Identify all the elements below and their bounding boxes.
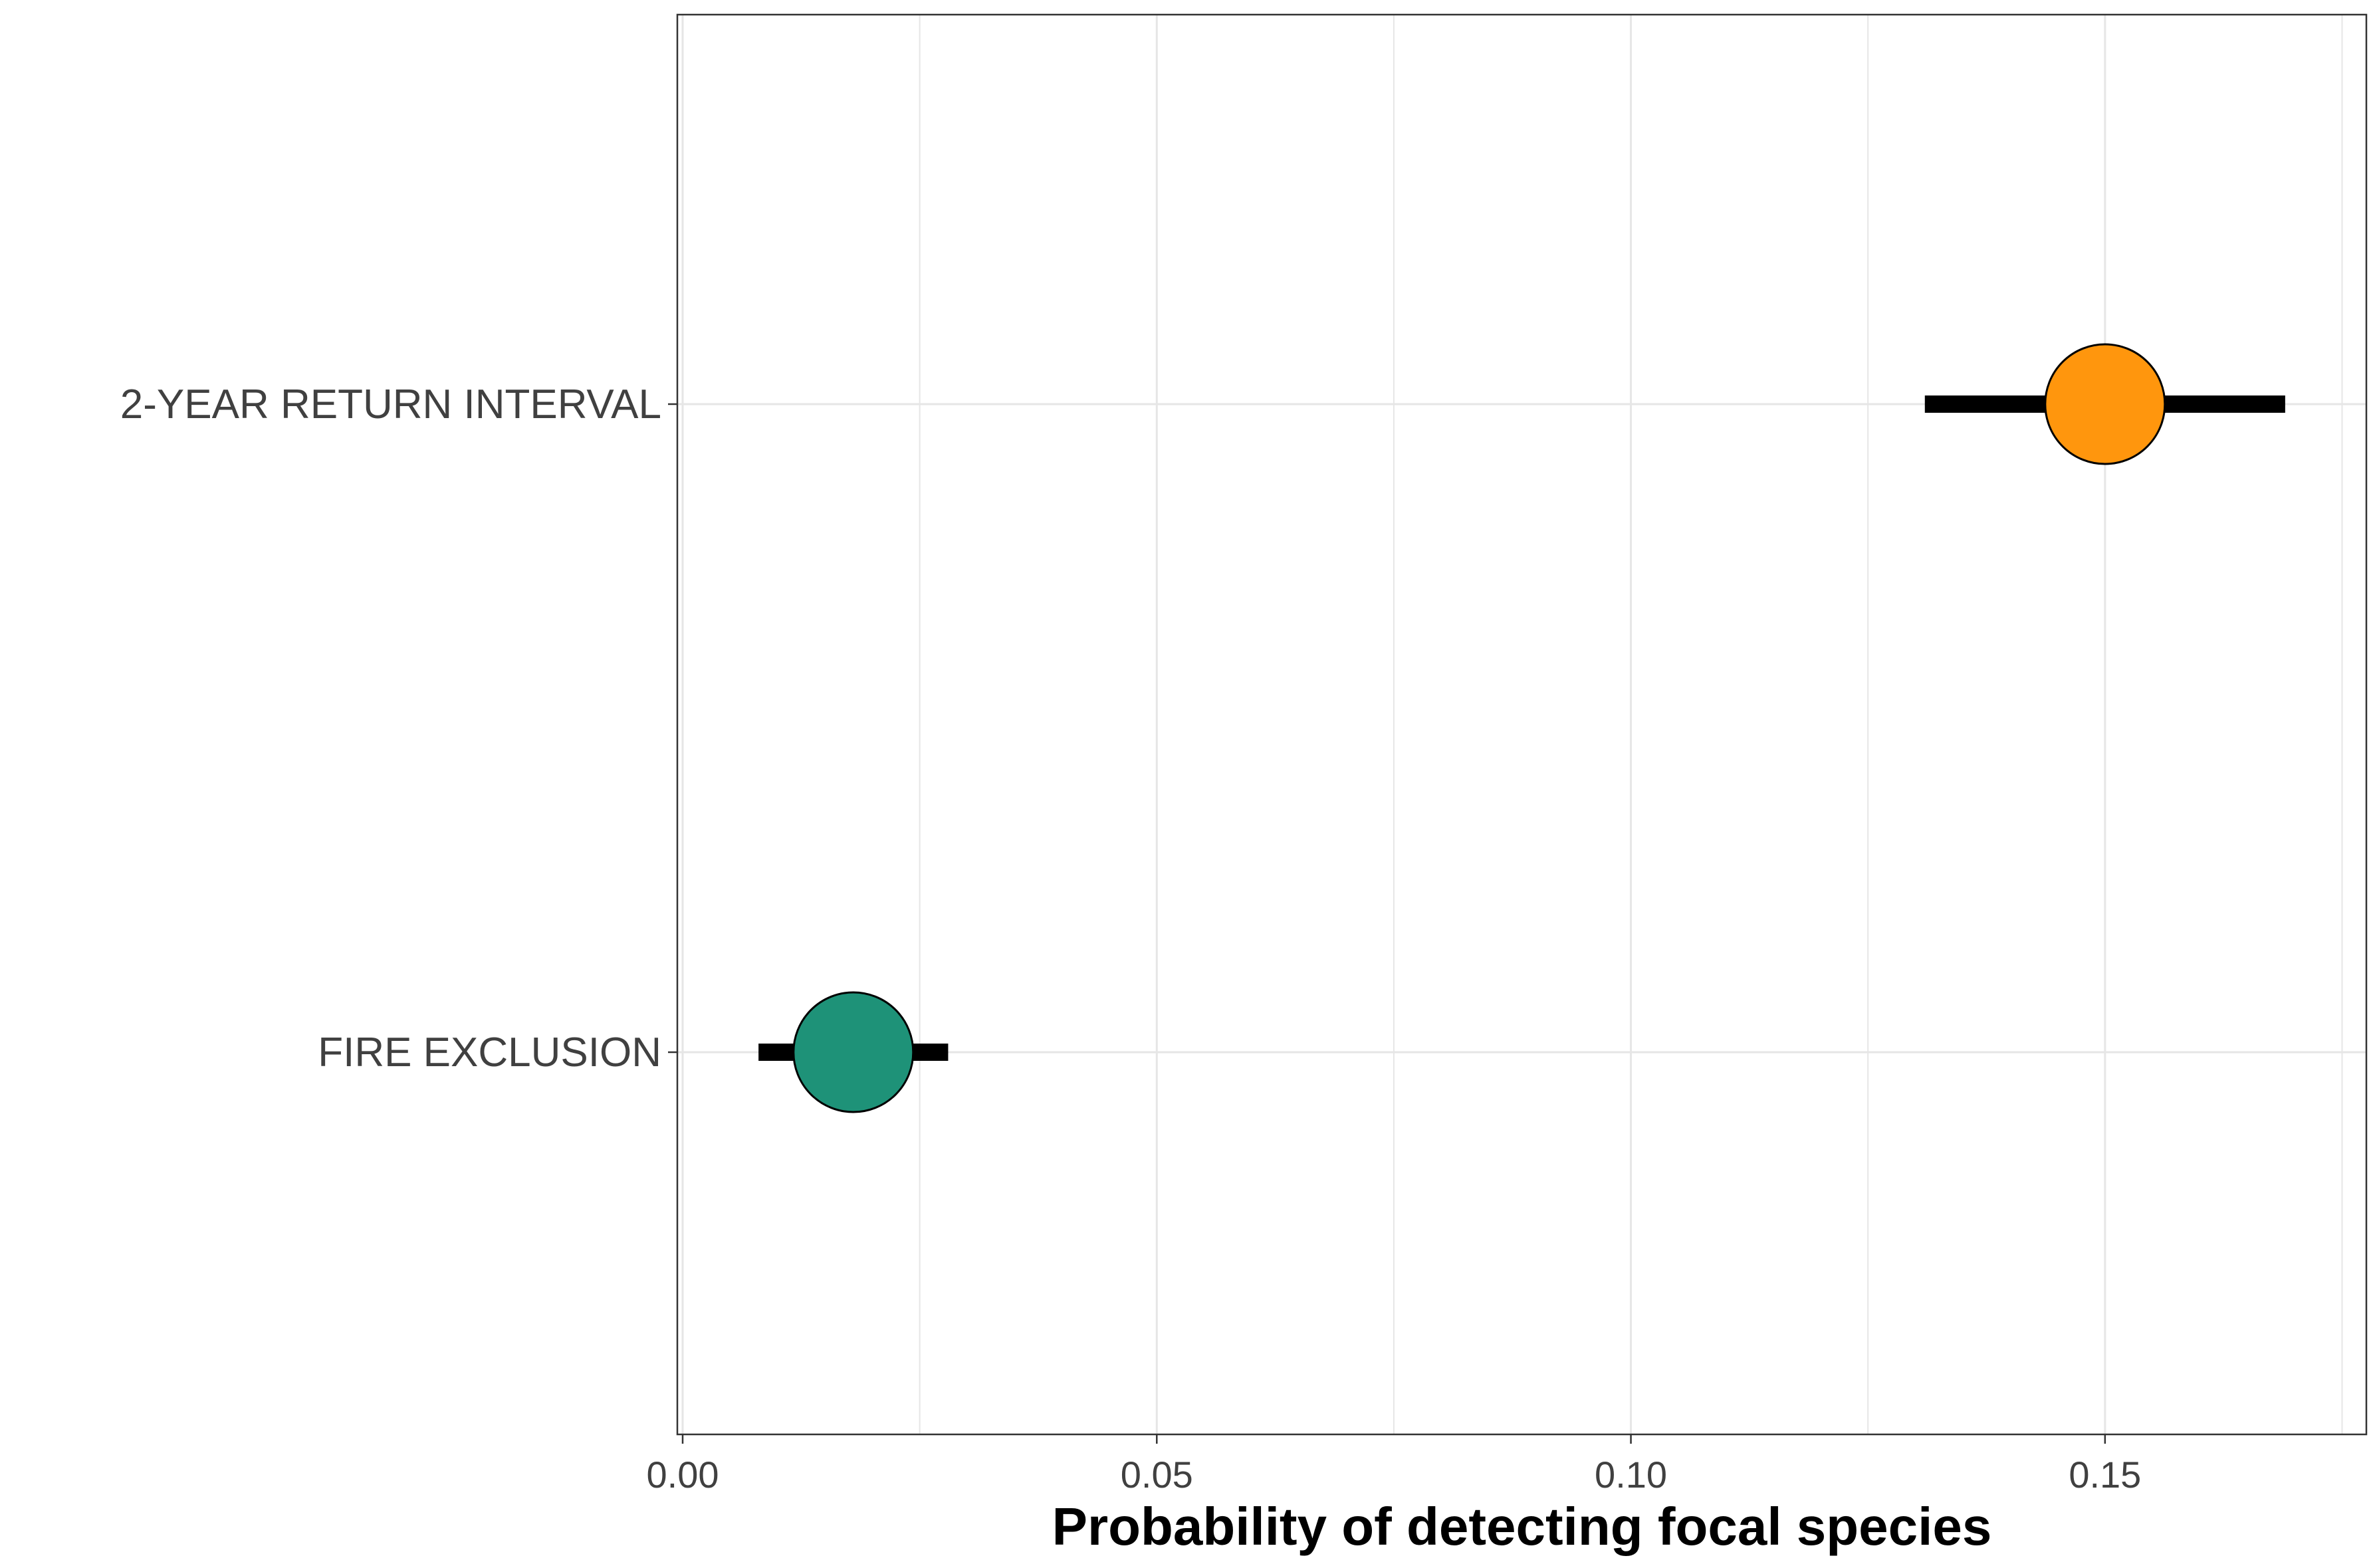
panel-border xyxy=(676,13,2368,1436)
grid-lines xyxy=(677,15,2366,1434)
axis-labels: 0.00 0.05 0.10 0.15 2-YEAR RETURN INTERVAL FI… xyxy=(120,382,2142,1496)
y-category-label: 2-YEAR RETURN INTERVAL xyxy=(120,382,661,427)
axis-ticks xyxy=(668,403,2106,1444)
data-point xyxy=(792,991,915,1113)
y-category-label: FIRE EXCLUSION xyxy=(318,1030,661,1075)
x-tick-label: 0.15 xyxy=(2069,1454,2141,1496)
error-bars xyxy=(758,395,2285,1061)
x-tick-label: 0.05 xyxy=(1121,1454,1193,1496)
x-tick-label: 0.00 xyxy=(647,1454,719,1496)
x-axis-title: Probability of detecting focal species xyxy=(1052,1497,1992,1556)
data-points xyxy=(792,343,2166,1113)
data-point xyxy=(2044,343,2166,465)
x-tick-label: 0.10 xyxy=(1595,1454,1667,1496)
